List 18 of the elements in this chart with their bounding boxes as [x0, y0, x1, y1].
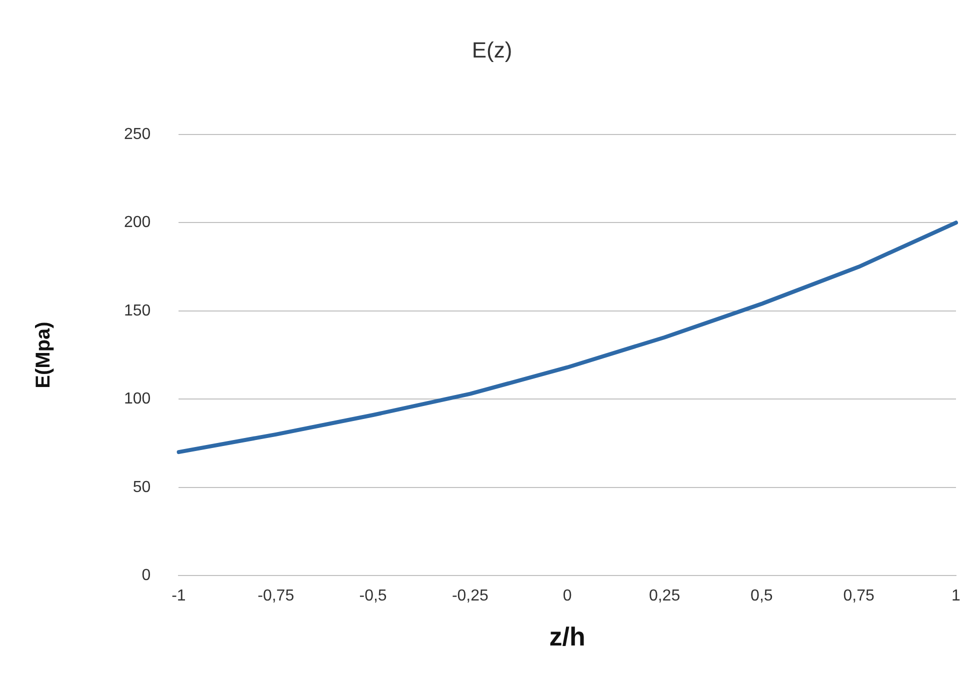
- x-tick-label: -0,5: [359, 588, 387, 605]
- x-tick-label: 0,5: [750, 588, 773, 605]
- x-tick-label: 0,75: [843, 588, 875, 605]
- x-tick-label: -0,75: [258, 588, 294, 605]
- y-tick-label: 250: [124, 126, 151, 143]
- y-axis-title: E(Mpa): [32, 322, 55, 388]
- x-tick-label: -0,25: [452, 588, 489, 605]
- y-tick-label: 50: [132, 478, 151, 496]
- x-tick-label: -1: [172, 588, 186, 605]
- x-axis-title: z/h: [549, 622, 586, 652]
- y-tick-label: 150: [124, 302, 151, 320]
- y-tick-label: 200: [124, 214, 151, 232]
- chart-title: E(z): [472, 37, 512, 62]
- x-tick-label: 1: [952, 588, 961, 605]
- x-tick-label: 0,25: [648, 588, 680, 605]
- y-tick-label: 100: [124, 390, 151, 408]
- y-tick-label: 0: [142, 567, 151, 584]
- x-tick-label: 0: [562, 588, 572, 605]
